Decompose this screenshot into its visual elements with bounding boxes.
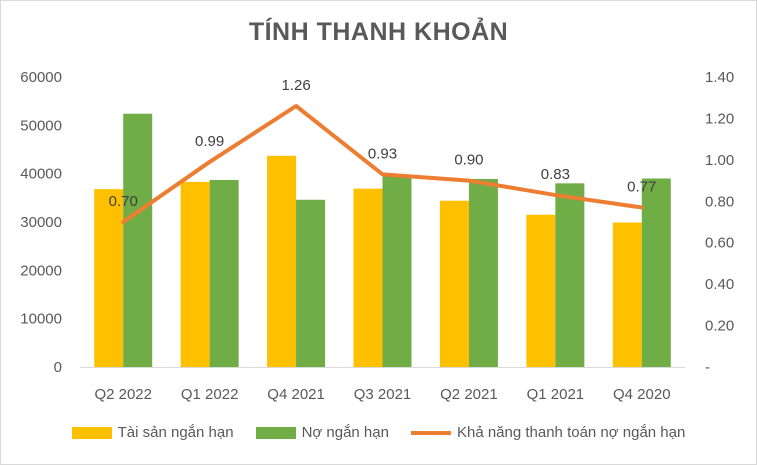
chart-title: TÍNH THANH KHOẢN bbox=[248, 18, 509, 46]
x-tick-label: Q1 2022 bbox=[181, 386, 239, 403]
legend-item-current-assets: Tài sản ngắn hạn bbox=[71, 424, 234, 441]
current-ratio-data-label: 0.83 bbox=[541, 166, 570, 183]
bar-current-liabilities bbox=[641, 178, 671, 367]
y-right-tick-label: 0.80 bbox=[705, 193, 734, 210]
legend-label-current-assets: Tài sản ngắn hạn bbox=[117, 424, 234, 441]
bar-current-liabilities bbox=[209, 179, 239, 367]
y-left-tick-label: 20000 bbox=[20, 262, 62, 279]
y-left-tick-label: 40000 bbox=[20, 166, 62, 183]
y-right-tick-label: 0.60 bbox=[705, 235, 734, 252]
y-left-tick-label: 60000 bbox=[20, 69, 62, 86]
bar-current-liabilities bbox=[296, 199, 326, 367]
bar-current-assets bbox=[526, 214, 556, 367]
bar-current-assets bbox=[612, 222, 642, 367]
y-right-tick-label: 1.40 bbox=[705, 69, 734, 86]
bar-current-liabilities bbox=[123, 113, 153, 367]
bar-current-assets bbox=[439, 200, 469, 367]
chart-legend: Tài sản ngắn hạn Nợ ngắn hạn Khả năng th… bbox=[0, 424, 757, 441]
current-ratio-data-label: 0.93 bbox=[368, 145, 397, 162]
legend-swatch-current-assets bbox=[71, 426, 112, 439]
current-ratio-data-label: 1.26 bbox=[281, 77, 310, 94]
x-tick-label: Q2 2022 bbox=[94, 386, 152, 403]
current-ratio-data-label: 0.70 bbox=[109, 193, 138, 210]
legend-label-current-ratio: Khả năng thanh toán nợ ngắn hạn bbox=[456, 424, 686, 441]
x-tick-label: Q3 2021 bbox=[354, 386, 412, 403]
x-tick-label: Q4 2020 bbox=[613, 386, 671, 403]
bar-current-assets bbox=[94, 189, 124, 367]
y-left-tick-label: 10000 bbox=[20, 311, 62, 328]
legend-item-current-liabilities: Nợ ngắn hạn bbox=[255, 424, 389, 441]
y-right-tick-label: 0.40 bbox=[705, 276, 734, 293]
bar-current-assets bbox=[353, 188, 383, 367]
current-ratio-data-label: 0.90 bbox=[454, 152, 483, 169]
bar-current-assets bbox=[267, 155, 297, 367]
y-right-tick-label: - bbox=[705, 359, 710, 376]
legend-label-current-liabilities: Nợ ngắn hạn bbox=[301, 424, 389, 441]
bar-current-assets bbox=[180, 181, 210, 367]
bar-current-liabilities bbox=[382, 175, 412, 367]
current-ratio-data-label: 0.99 bbox=[195, 133, 224, 150]
y-left-tick-label: 30000 bbox=[20, 214, 62, 231]
bar-current-liabilities bbox=[468, 178, 498, 367]
current-ratio-line bbox=[121, 104, 644, 224]
legend-item-current-ratio: Khả năng thanh toán nợ ngắn hạn bbox=[410, 424, 686, 441]
y-left-tick-label: 50000 bbox=[20, 117, 62, 134]
legend-swatch-current-liabilities bbox=[255, 426, 296, 439]
y-right-tick-label: 1.00 bbox=[705, 152, 734, 169]
bar-current-liabilities bbox=[555, 183, 585, 367]
current-ratio-data-label: 0.77 bbox=[627, 179, 656, 196]
x-tick-label: Q4 2021 bbox=[267, 386, 325, 403]
y-right-tick-label: 0.20 bbox=[705, 318, 734, 335]
legend-swatch-current-ratio bbox=[410, 430, 451, 435]
x-tick-label: Q1 2021 bbox=[527, 386, 585, 403]
y-right-tick-label: 1.20 bbox=[705, 110, 734, 127]
y-left-tick-label: 0 bbox=[54, 359, 62, 376]
x-tick-label: Q2 2021 bbox=[440, 386, 498, 403]
